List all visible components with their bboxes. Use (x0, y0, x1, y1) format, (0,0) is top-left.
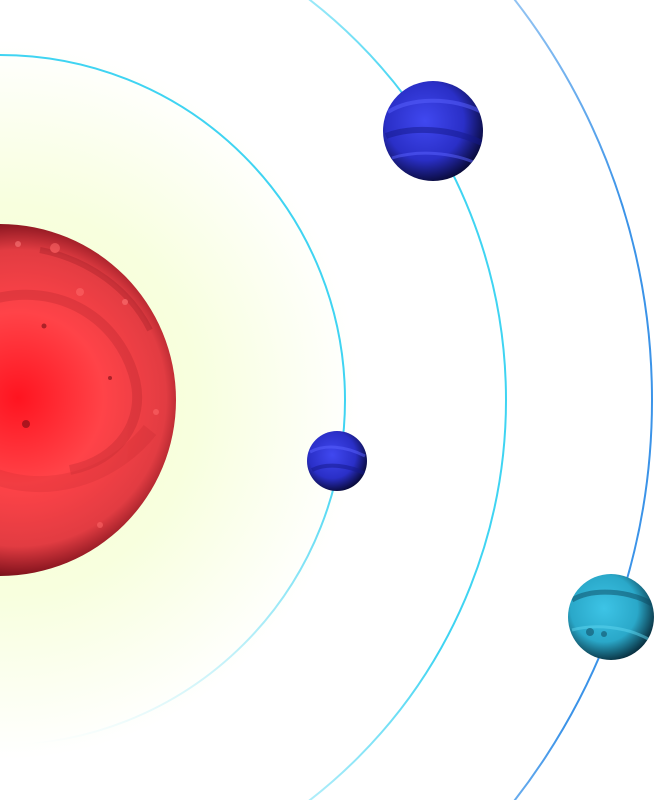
teal-planet (568, 574, 654, 660)
small-blue-planet (307, 431, 367, 491)
large-blue-planet (383, 81, 484, 181)
